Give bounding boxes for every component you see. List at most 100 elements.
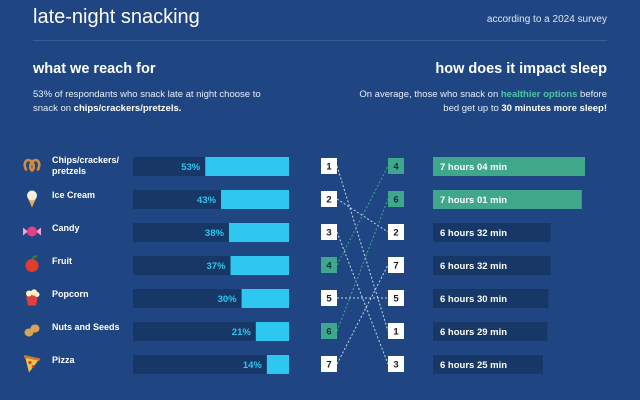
sleep-value-label-0: 7 hours 04 min [440,162,507,173]
sleep-bar-1 [433,190,582,209]
sleep-value-label-2: 6 hours 32 min [440,228,507,239]
bar-6 [266,355,289,374]
category-label-3: Fruit [52,256,72,266]
right-rank-box-2 [388,224,404,240]
right-section-heading: how does it impact sleep [435,61,607,77]
apple-icon [25,255,39,272]
category-label-4: Popcorn [52,289,89,299]
sleep-bar-6 [433,355,543,374]
left-rank-label-2: 3 [326,228,331,239]
rank-connector-6 [336,198,389,332]
rank-connectors [336,165,389,365]
pizza-slice [25,356,39,373]
wrapper-right [36,227,41,236]
sleep-value-label-3: 6 hours 32 min [440,261,507,272]
left-rank-box-3 [321,257,337,273]
bar-track-6 [133,355,289,374]
page-title: late-night snacking [33,6,200,28]
sleep-value-label-4: 6 hours 30 min [440,294,507,305]
rank-connector-7 [336,264,389,365]
left-section-heading: what we reach for [33,61,156,77]
left-rank-label-0: 1 [326,162,332,173]
sleep-bar-5 [433,322,548,341]
left-rank-label-4: 5 [326,294,332,305]
pizza-crust [23,355,41,361]
category-label-2: Candy [52,223,80,233]
pepperoni-2 [31,365,35,368]
rank-connector-3 [336,231,389,365]
rank-connector-1 [336,165,389,332]
left-rank-box-4 [321,290,337,306]
candy-icon [23,226,41,237]
bar-1 [221,190,289,209]
right-desc-mid: before bed get up to [443,89,607,114]
scoop-shape [27,190,37,201]
rank-connector-2 [336,198,389,233]
apple-body [25,259,39,272]
pretzel-icon [23,158,41,173]
bar-0 [205,157,289,176]
bar-value-label-5: 21% [232,327,252,338]
wrapper-left [23,227,28,236]
sleep-bar-4 [433,289,549,308]
sleep-bar-3 [433,256,551,275]
right-rank-box-5 [388,323,404,339]
pretzel-shape [23,158,41,173]
category-label-6: Pizza [52,355,76,365]
bar-3 [230,256,289,275]
sleep-bar-0 [433,157,585,176]
bar-value-label-3: 37% [207,261,227,272]
right-rank-label-6: 3 [393,360,398,371]
left-desc-highlight: chips/crackers/pretzels. [73,102,182,114]
right-rank-box-4 [388,290,404,306]
left-section-description: 53% of respondants who snack late at nig… [33,88,263,115]
left-rank-label-3: 4 [326,261,332,272]
kernel-1 [26,290,32,297]
right-desc-text: On average, those who snack on [359,89,501,100]
bar-value-label-1: 43% [197,195,217,206]
right-section-description: On average, those who snack on healthier… [347,88,607,115]
peanut-icon [24,324,40,337]
right-rank-label-3: 7 [393,261,398,272]
left-rank-box-2 [321,224,337,240]
bar-value-label-6: 14% [243,360,263,371]
right-desc-highlight: 30 minutes more sleep! [501,102,607,114]
apple-leaf [31,255,38,260]
left-rank-label-6: 7 [326,360,331,371]
popcorn-box [26,295,38,306]
sleep-value-label-6: 6 hours 25 min [440,360,507,371]
left-desc-text: 53% of respondants who snack late at nig… [33,89,261,114]
pizza-icon [23,355,41,373]
rank-connector-4 [336,165,389,266]
left-rank-label-5: 6 [326,327,331,338]
ice-cream-icon [27,190,37,208]
category-label-0: Chips/crackers/pretzels [52,155,120,176]
cone-shape [28,198,36,208]
left-rank-box-5 [321,323,337,339]
candy-ball [27,226,37,237]
right-rank-box-1 [388,191,404,207]
bar-5 [255,322,289,341]
category-label-1: Ice Cream [52,190,95,200]
category-label-line: Chips/crackers/ [52,155,120,165]
bar-4 [241,289,289,308]
bar-value-label-2: 38% [205,228,225,239]
right-rank-label-5: 1 [393,327,399,338]
pepperoni-1 [28,360,32,365]
kernel-3 [34,292,40,297]
header-divider [33,40,607,41]
bar-track-5 [133,322,289,341]
category-label-line: pretzels [52,166,86,176]
left-rank-box-0 [321,158,337,174]
sleep-value-label-1: 7 hours 01 min [440,195,507,206]
bar-value-label-0: 53% [181,162,201,173]
right-rank-label-2: 2 [393,228,398,239]
bar-2 [228,223,289,242]
right-rank-box-6 [388,356,404,372]
sleep-value-label-5: 6 hours 29 min [440,327,507,338]
left-rank-box-6 [321,356,337,372]
source-note: according to a 2024 survey [486,14,607,25]
right-rank-box-0 [388,158,404,174]
popcorn-icon [26,289,40,306]
